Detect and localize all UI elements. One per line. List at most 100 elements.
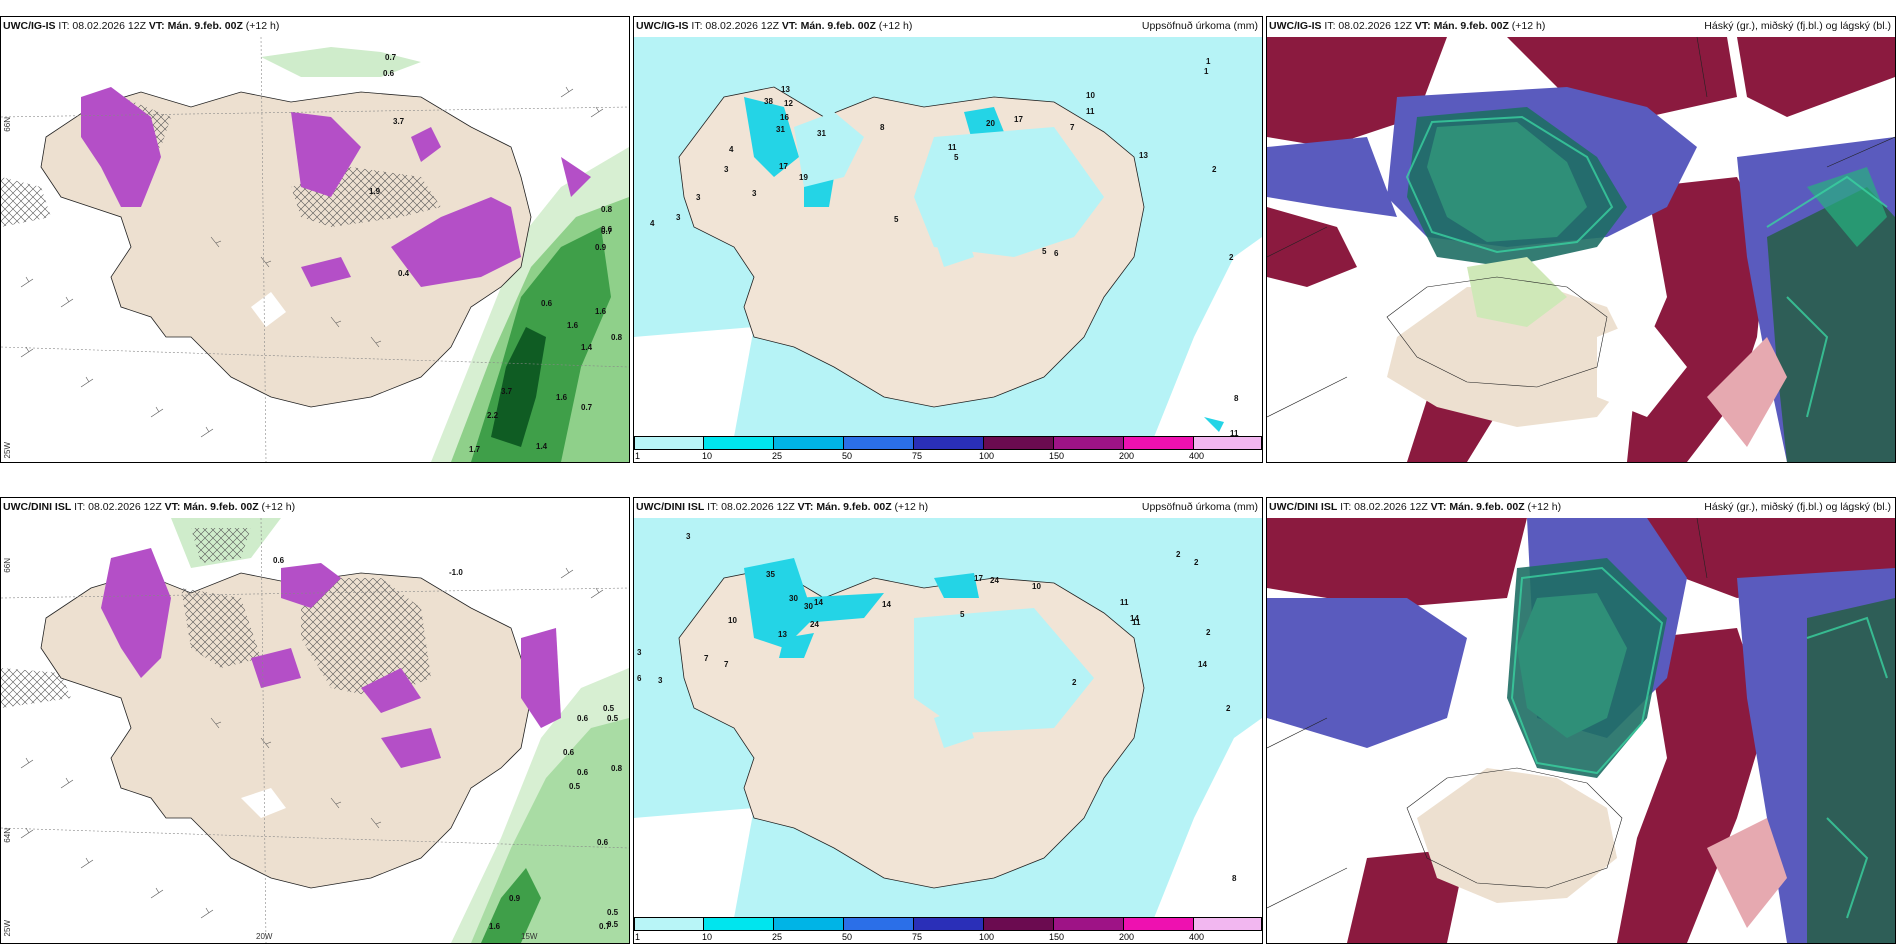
value-label: 0.6	[541, 299, 553, 308]
precip-value: 31	[776, 125, 785, 134]
value-label: 1.4	[536, 442, 548, 451]
value-label: 1.7	[469, 445, 481, 454]
precip-value: 8	[1232, 874, 1237, 883]
precip-value: 38	[764, 97, 773, 106]
precip-value: 14	[882, 600, 891, 609]
precip-value: 7	[724, 660, 729, 669]
precip-value: 11	[1230, 429, 1239, 438]
precip-value: 3	[752, 189, 757, 198]
colorbar-swatch	[914, 917, 984, 931]
precip-value: 24	[810, 620, 819, 629]
colorbar-swatch	[634, 917, 704, 931]
colorbar-swatch	[984, 917, 1054, 931]
panel-dini-precip: UWC/DINI ISL IT: 08.02.2026 12Z VT: Mán.…	[633, 497, 1263, 944]
value-label: 2.2	[487, 411, 499, 420]
precip-value: 2	[1212, 165, 1217, 174]
precip-value: 11	[1120, 598, 1129, 607]
value-label: 0.7	[581, 403, 593, 412]
precip-value: 10	[1086, 91, 1095, 100]
precip-value: 3	[686, 532, 691, 541]
precip-value: 3	[724, 165, 729, 174]
colorbar-tick: 10	[702, 932, 713, 942]
precip-value: 1	[1204, 67, 1209, 76]
colorbar-tick: 400	[1189, 451, 1205, 461]
precip-value: 3	[696, 193, 701, 202]
colorbar-tick: 10	[702, 451, 713, 461]
colorbar-swatch	[1124, 436, 1194, 450]
precip-colorbar: 1 10 25 50 75 100 150 200 400	[634, 436, 1262, 462]
value-label: 0.6	[577, 714, 589, 723]
precip-value: 17	[1014, 115, 1023, 124]
panel-header: UWC/IG-IS IT: 08.02.2026 12Z VT: Mán. 9.…	[1269, 20, 1891, 32]
value-label: 1.6	[567, 321, 579, 330]
lat-label: 66N	[3, 558, 12, 573]
precip-value: 14	[814, 598, 823, 607]
value-label: 0.8	[611, 764, 623, 773]
colorbar-swatch	[774, 436, 844, 450]
lon-label: 25W	[3, 442, 12, 459]
colorbar-tick: 1	[635, 451, 641, 461]
precip-value: 11	[948, 143, 957, 152]
cloud-map	[1267, 518, 1895, 943]
value-label: 0.8	[611, 333, 623, 342]
precip-value: 11	[1086, 107, 1095, 116]
colorbar-tick: 50	[842, 932, 853, 942]
value-label: 0.5	[607, 920, 619, 929]
colorbar-swatch	[774, 917, 844, 931]
precip-value: 13	[1139, 151, 1148, 160]
panel-dini-clouds: UWC/DINI ISL IT: 08.02.2026 12Z VT: Mán.…	[1266, 497, 1896, 944]
colorbar-tick: 1	[635, 932, 641, 942]
colorbar-tick: 75	[912, 451, 923, 461]
precip-value: 2	[1072, 678, 1077, 687]
precip-value: 2	[1176, 550, 1181, 559]
precip-value: 6	[637, 674, 642, 683]
value-label: -1.0	[449, 568, 463, 577]
colorbar-swatch	[704, 436, 774, 450]
lat-label: 66N	[3, 117, 12, 132]
precip-value: 16	[780, 113, 789, 122]
lon-label: 15W	[521, 932, 538, 941]
precip-value: 14	[1198, 660, 1207, 669]
value-label: 0.8	[601, 205, 613, 214]
value-label: 0.6	[597, 838, 609, 847]
value-label: 0.6	[577, 768, 589, 777]
colorbar-tick: 200	[1119, 451, 1135, 461]
panel-header: UWC/IG-IS IT: 08.02.2026 12Z VT: Mán. 9.…	[3, 20, 280, 32]
panel-igis-precip: UWC/IG-IS IT: 08.02.2026 12Z VT: Mán. 9.…	[633, 16, 1263, 463]
colorbar-swatch	[704, 917, 774, 931]
panel-header: UWC/DINI ISL IT: 08.02.2026 12Z VT: Mán.…	[3, 501, 296, 513]
precip-value: 7	[1070, 123, 1075, 132]
precip-value: 1	[1206, 57, 1211, 66]
value-label: 3.7	[501, 387, 513, 396]
precip-value: 2	[1206, 628, 1211, 637]
colorbar-swatch	[1124, 917, 1194, 931]
value-label: 1.6	[556, 393, 568, 402]
precip-value: 13	[781, 85, 790, 94]
colorbar-tick: 400	[1189, 932, 1205, 942]
colorbar-tick: 25	[772, 451, 783, 461]
colorbar-tick: 100	[979, 451, 995, 461]
precip-value: 3	[658, 676, 663, 685]
precip-value: 3	[637, 648, 642, 657]
value-label: 0.7	[385, 53, 397, 62]
precip-value: 4	[729, 145, 734, 154]
lon-label: 25W	[3, 920, 12, 937]
panel-igis-wind: UWC/IG-IS IT: 08.02.2026 12Z VT: Mán. 9.…	[0, 16, 630, 463]
precip-value: 2	[1194, 558, 1199, 567]
value-label: 0.4	[398, 269, 410, 278]
precip-value: 12	[784, 99, 793, 108]
value-label: 0.7	[599, 922, 611, 931]
precip-value: 5	[954, 153, 959, 162]
precip-value: 5	[894, 215, 899, 224]
cloud-map	[1267, 37, 1895, 462]
colorbar-tick: 150	[1049, 932, 1065, 942]
panel-header: UWC/IG-IS IT: 08.02.2026 12Z VT: Mán. 9.…	[636, 20, 1258, 32]
panel-dini-wind: UWC/DINI ISL IT: 08.02.2026 12Z VT: Mán.…	[0, 497, 630, 944]
precip-value: 5	[960, 610, 965, 619]
value-label: 0.6	[563, 748, 575, 757]
colorbar-swatch	[914, 436, 984, 450]
precip-value: 2	[1229, 253, 1234, 262]
precip-value: 14	[1130, 614, 1139, 623]
precip-colorbar: 1 10 25 50 75 100 150 200 400	[634, 917, 1262, 943]
value-label: 0.6	[273, 556, 285, 565]
